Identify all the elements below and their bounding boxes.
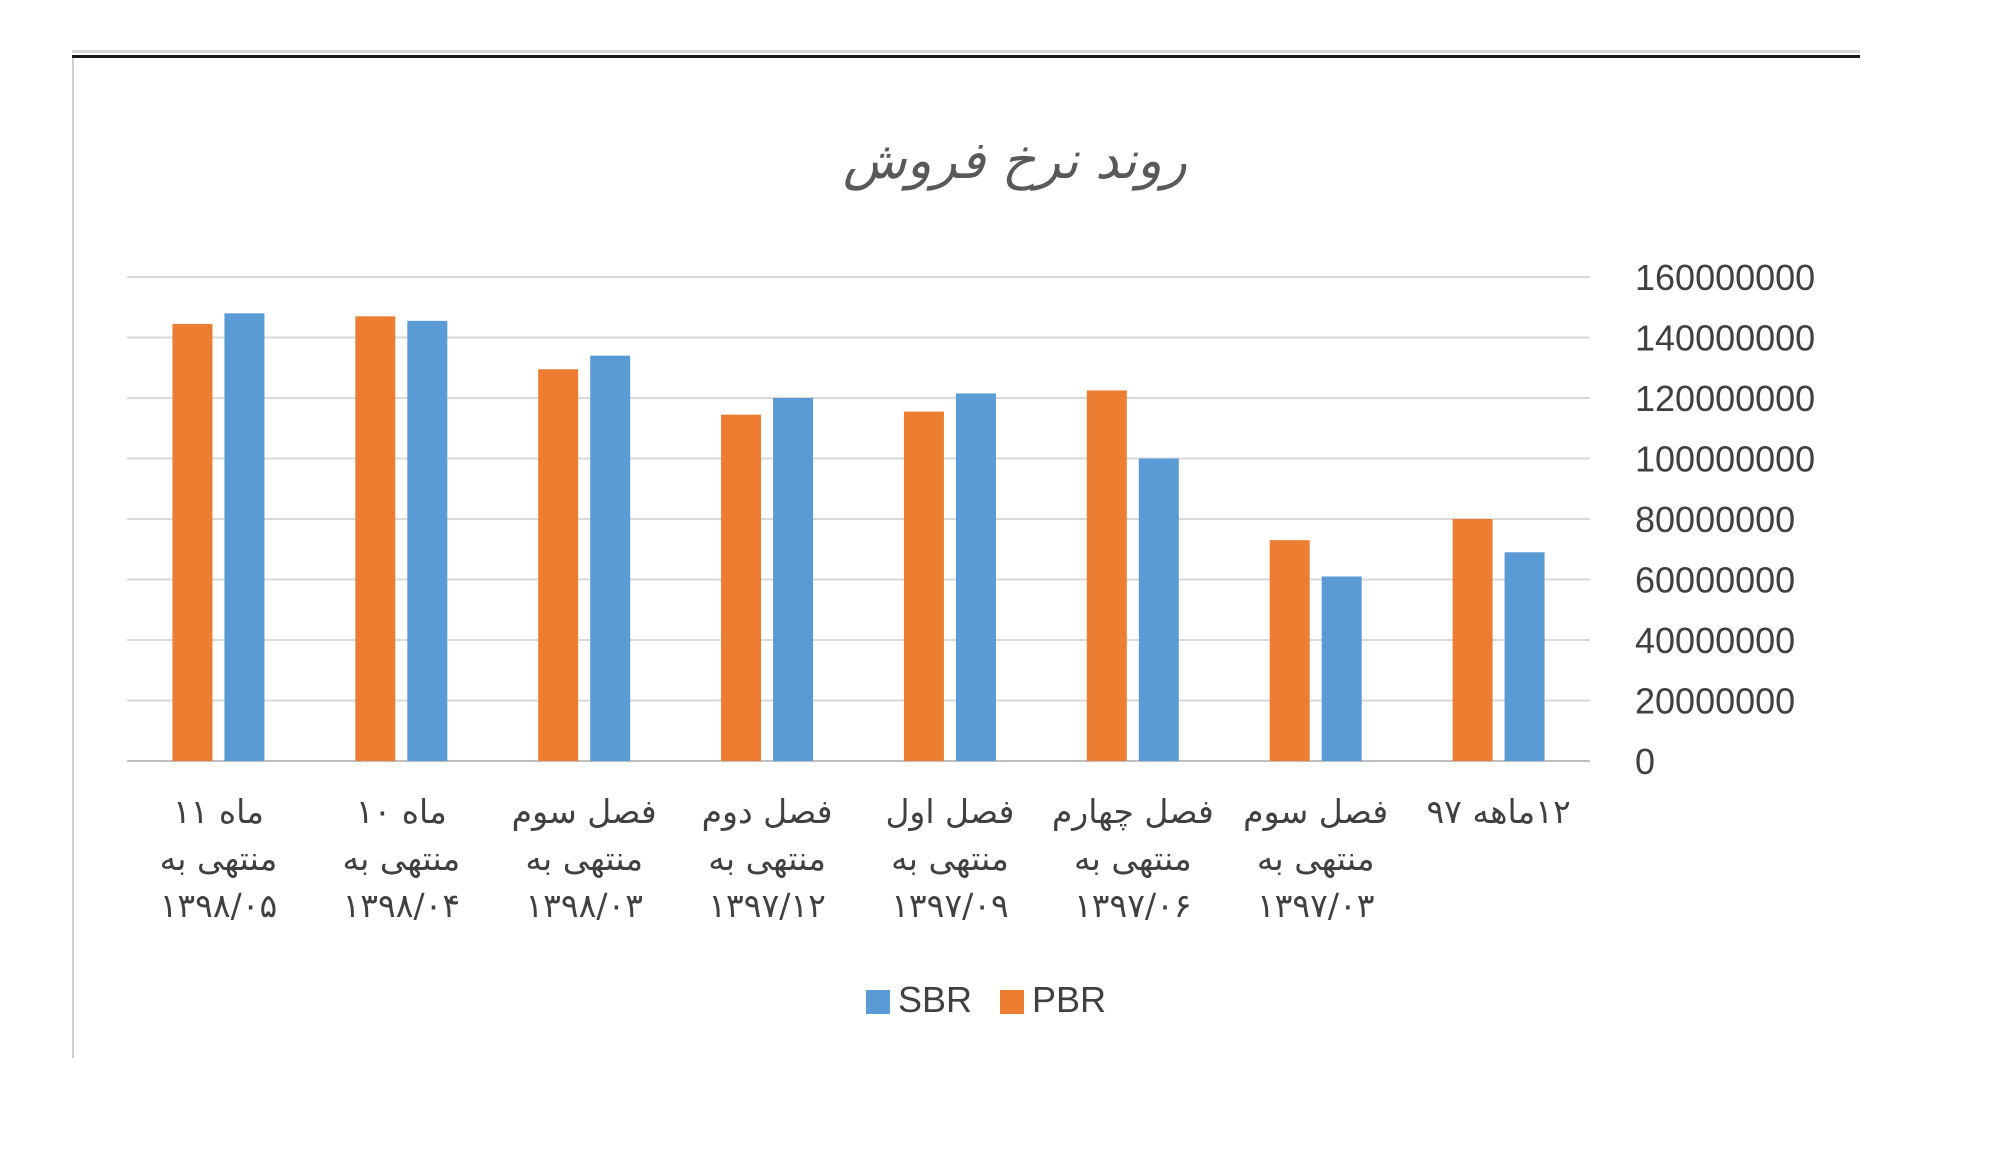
bar-sbr	[955, 393, 996, 761]
bar-pbr	[355, 316, 396, 761]
x-tick-label: منتهی به	[160, 839, 278, 878]
x-tick-label: منتهی به	[342, 839, 460, 878]
y-tick-label: 140000000	[1635, 318, 1815, 359]
x-tick-label: منتهی به	[1257, 839, 1375, 878]
left-border	[72, 58, 74, 1058]
bar-pbr	[721, 414, 762, 761]
y-tick-label: 0	[1635, 741, 1655, 782]
y-tick-label: 60000000	[1635, 560, 1795, 601]
y-tick-label: 160000000	[1635, 257, 1815, 298]
legend: SBR PBR	[866, 979, 1106, 1020]
bar-pbr	[903, 411, 944, 761]
legend-label-pbr: PBR	[1032, 979, 1106, 1020]
x-axis-tick-labels: ۱۲ماهه ۹۷ فصل سوم منتهی به ۱۳۹۷/۰۳ فصل چهارم…	[160, 792, 1571, 925]
x-tick-label: فصل اول	[885, 792, 1014, 831]
x-tick-label: فصل سوم	[1243, 792, 1388, 831]
x-tick-label: منتهی به	[525, 839, 643, 878]
y-tick-label: 100000000	[1635, 439, 1815, 480]
legend-swatch-sbr	[866, 990, 890, 1014]
bar-pbr	[1086, 390, 1127, 761]
bar-sbr	[1504, 552, 1545, 761]
x-tick-label: منتهی به	[1074, 839, 1192, 878]
x-tick-label: منتهی به	[708, 839, 826, 878]
x-tick-label: ماه ۱۰	[356, 792, 447, 831]
x-tick-label: ماه ۱۱	[173, 792, 264, 831]
x-tick-label: فصل دوم	[702, 792, 833, 831]
x-tick-label: ۱۳۹۸/۰۴	[343, 886, 460, 925]
x-tick-label: ۱۳۹۷/۰۶	[1074, 886, 1191, 925]
bar-sbr	[773, 398, 814, 761]
x-tick-label: ۱۳۹۸/۰۵	[160, 886, 277, 925]
x-tick-label: فصل سوم	[512, 792, 657, 831]
legend-swatch-pbr	[1000, 990, 1024, 1014]
bars	[172, 313, 1545, 761]
bar-pbr	[538, 369, 579, 761]
x-tick-label: منتهی به	[891, 839, 1009, 878]
y-tick-label: 80000000	[1635, 499, 1795, 540]
y-tick-label: 40000000	[1635, 620, 1795, 661]
y-tick-label: 20000000	[1635, 681, 1795, 722]
x-tick-label: ۱۳۹۷/۰۳	[1257, 886, 1374, 925]
bar-sbr	[407, 320, 448, 761]
bar-sbr	[1138, 458, 1179, 761]
y-axis-tick-labels: 0 20000000 40000000 60000000 80000000 1000000…	[1635, 257, 1815, 782]
bar-sbr	[1321, 576, 1362, 761]
gridlines	[127, 276, 1590, 762]
bar-pbr	[172, 323, 213, 761]
top-border-shadow	[72, 50, 1860, 53]
bar-pbr	[1452, 519, 1493, 761]
y-tick-label: 120000000	[1635, 378, 1815, 419]
x-tick-label: ۱۳۹۸/۰۳	[525, 886, 642, 925]
bar-sbr	[590, 355, 631, 761]
bar-sbr	[224, 313, 265, 761]
x-tick-label: ۱۳۹۷/۱۲	[708, 886, 825, 925]
x-tick-label: فصل چهارم	[1052, 792, 1214, 831]
top-border	[72, 55, 1860, 58]
chart-title: روند نرخ فروش	[843, 131, 1187, 191]
bar-pbr	[1269, 540, 1310, 761]
legend-label-sbr: SBR	[898, 979, 972, 1020]
x-tick-label: ۱۳۹۷/۰۹	[891, 886, 1008, 925]
x-tick-label: ۱۲ماهه ۹۷	[1426, 792, 1570, 831]
